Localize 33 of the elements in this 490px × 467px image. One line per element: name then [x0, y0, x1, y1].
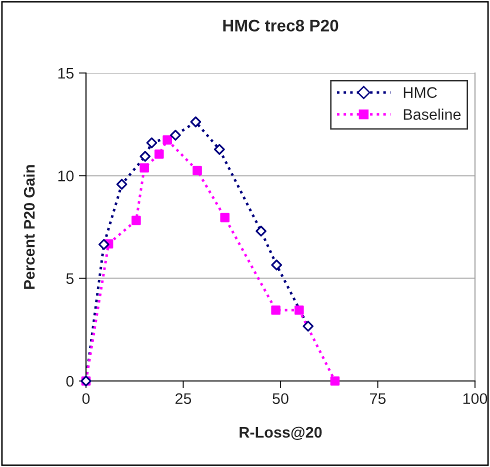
y-tick-label: 15 [58, 68, 74, 79]
point [214, 144, 225, 155]
y-tick-label: 10 [58, 170, 74, 182]
y-tick-label: 5 [66, 273, 74, 284]
point [116, 178, 128, 190]
x-tick-label: 75 [370, 393, 386, 404]
point [302, 320, 314, 332]
point [154, 149, 164, 159]
chart-title: HMC trec8 P20 [223, 20, 338, 32]
legend-label: HMC [404, 87, 437, 98]
point [192, 166, 202, 176]
point [271, 306, 280, 315]
point [220, 212, 230, 222]
x-tick-label: 100 [463, 393, 488, 404]
point [294, 306, 304, 315]
point [256, 226, 266, 237]
point [132, 216, 141, 226]
x-axis-title: R-Loss@20 [240, 426, 322, 440]
point [271, 260, 282, 270]
point [146, 137, 158, 148]
x-tick-label: 0 [82, 393, 90, 404]
point [162, 135, 172, 145]
y-tick-label: 0 [66, 376, 74, 387]
y-axis-title: Percent P20 Gain [24, 165, 35, 289]
point [190, 116, 202, 128]
legend-label: Baseline [404, 108, 461, 120]
x-tick-label: 50 [272, 393, 288, 404]
x-tick-label: 25 [176, 393, 192, 404]
point [140, 150, 151, 162]
point [330, 376, 340, 386]
point [140, 163, 149, 173]
point [170, 130, 181, 141]
point [98, 239, 110, 250]
